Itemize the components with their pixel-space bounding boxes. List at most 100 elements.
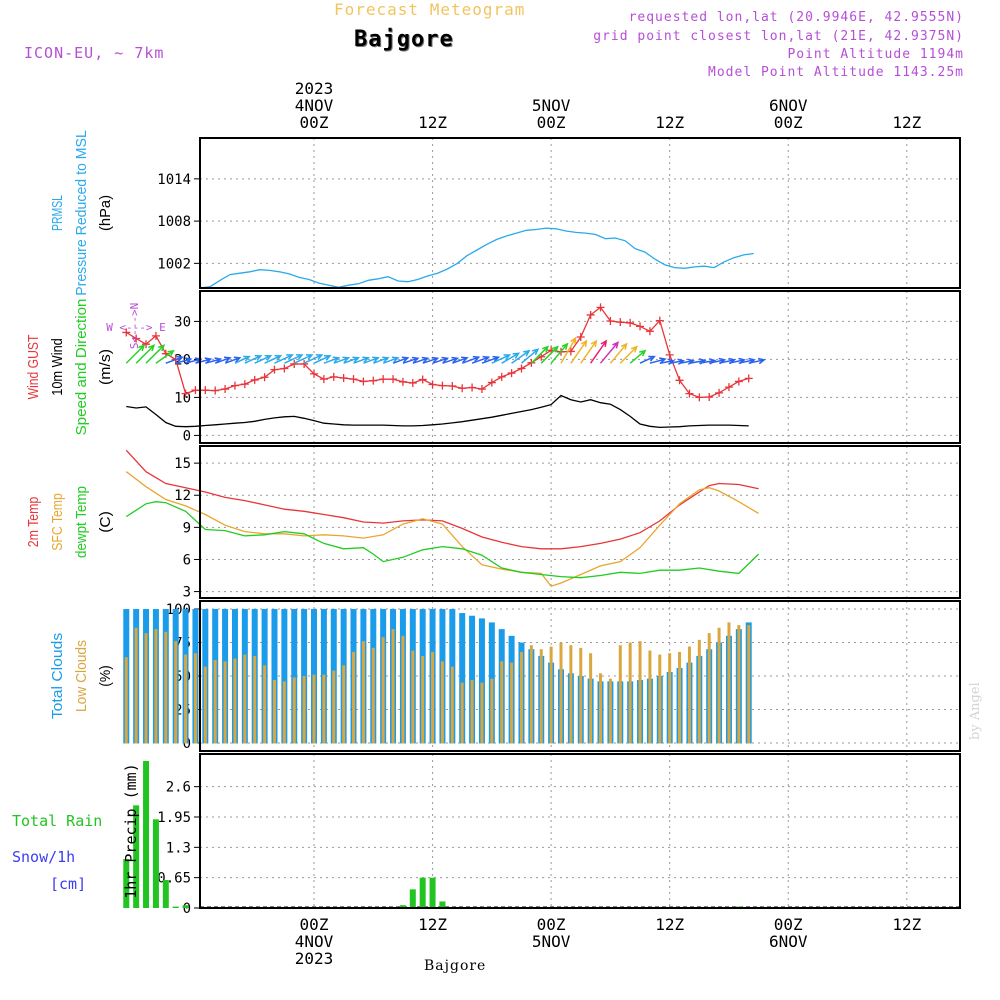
gust-marker [477, 385, 486, 394]
gust-marker [685, 389, 694, 398]
low-cloud-bar [737, 625, 741, 744]
low-cloud-bar [322, 674, 326, 744]
rain-bar [152, 819, 159, 908]
wind-direction-arrow [254, 354, 273, 364]
low-cloud-bar [727, 622, 731, 744]
low-cloud-bar [559, 642, 563, 744]
station-name: Bajgore [354, 27, 454, 52]
gust-marker [695, 393, 704, 402]
gust-marker [230, 381, 239, 390]
precip-axis-label: 1hr Precip (mm) [122, 763, 140, 898]
wind-direction-arrow [155, 349, 175, 364]
low-cloud-bar [638, 641, 642, 744]
low-cloud-bar [411, 650, 415, 744]
low-cloud-bar [223, 661, 227, 744]
gust-marker [369, 376, 378, 385]
wind-direction-arrow [570, 339, 588, 364]
low-cloud-bar [480, 682, 484, 744]
author-credit: by Angel [968, 682, 983, 740]
wind-direction-arrow [599, 341, 619, 364]
bottom-time-label: 4NOV [295, 932, 334, 951]
gust-marker [250, 375, 259, 384]
gust-marker [616, 318, 625, 327]
gust-marker [300, 359, 309, 368]
top-time-label: 5NOV [532, 96, 571, 115]
gust-marker [487, 378, 496, 387]
low-cloud-bar [747, 625, 751, 744]
gust-marker [181, 389, 190, 398]
gust-marker [438, 381, 447, 390]
low-cloud-bar [391, 629, 395, 744]
gust-marker [655, 316, 664, 325]
top-time-label: 00Z [300, 113, 329, 132]
panel-label: Low Clouds [73, 640, 90, 712]
y-tick-label: 1008 [157, 214, 191, 230]
low-cloud-bar [608, 678, 612, 744]
gust-marker [517, 364, 526, 373]
low-cloud-bar [470, 680, 474, 744]
wind-direction-arrow [234, 355, 251, 364]
y-tick-label: 12 [174, 488, 191, 504]
wind-direction-arrow [471, 355, 491, 364]
gust-marker [270, 365, 279, 374]
rain-bar [133, 805, 140, 908]
panel-label: dewpt Temp [73, 486, 90, 558]
wind-direction-arrow [244, 354, 263, 364]
gust-marker [359, 377, 368, 386]
gust-marker [211, 386, 220, 395]
rain-bar [143, 761, 150, 908]
series-line-2m-temp [125, 449, 759, 550]
low-cloud-bar [579, 647, 583, 744]
wind-direction-arrow [303, 354, 324, 364]
wind-direction-arrow [521, 348, 540, 364]
wind-direction-arrow [125, 344, 146, 364]
wind-direction-arrow [550, 342, 569, 364]
gust-marker [734, 377, 743, 386]
total-cloud-bar [291, 609, 298, 744]
top-time-label: 00Z [537, 113, 566, 132]
gust-marker [339, 374, 348, 383]
wind-direction-arrow [452, 356, 469, 364]
wind-direction-arrow [284, 354, 304, 364]
y-tick-label: 30 [174, 314, 191, 330]
panel-frame-precip [199, 753, 961, 909]
y-tick-label: 15 [174, 456, 191, 472]
gust-marker [428, 380, 437, 389]
gust-marker [626, 318, 635, 327]
snow-legend: Snow/1h [12, 848, 75, 866]
low-cloud-bar [678, 651, 682, 744]
wind-direction-arrow [264, 354, 283, 364]
low-cloud-bar [717, 627, 721, 744]
total-cloud-bar [459, 613, 466, 744]
gust-marker [201, 386, 210, 395]
gust-marker [191, 386, 200, 395]
total-cloud-bar [478, 618, 485, 744]
low-cloud-bar [687, 646, 691, 744]
gust-marker [576, 332, 585, 341]
gust-marker [240, 380, 249, 389]
low-cloud-bar [213, 659, 217, 744]
y-tick-label: 6 [183, 552, 191, 568]
panel-label: PRMSL [49, 195, 66, 231]
low-cloud-bar [361, 641, 365, 744]
low-cloud-bar [243, 654, 247, 744]
low-cloud-bar [618, 645, 622, 744]
meteogram-title: Forecast Meteogram [334, 0, 526, 19]
wind-direction-arrow [530, 345, 549, 364]
y-tick-label: 3 [183, 585, 191, 601]
gust-marker [715, 388, 724, 397]
y-tick-label: 0 [183, 428, 191, 444]
y-tick-label: 1014 [157, 172, 191, 188]
bottom-time-label: 00Z [300, 915, 329, 934]
top-time-label: 00Z [774, 113, 803, 132]
gust-marker [586, 310, 595, 319]
low-cloud-bar [302, 676, 306, 744]
wind-direction-arrow [580, 339, 598, 364]
gust-marker [379, 375, 388, 384]
y-tick-label: 1002 [157, 256, 191, 272]
low-cloud-bar [490, 678, 494, 744]
wind-direction-arrow [323, 356, 341, 364]
panel-label: Pressure Reduced to MSL [73, 130, 90, 296]
total-cloud-bar [281, 609, 288, 744]
wind-direction-arrow [481, 355, 501, 364]
